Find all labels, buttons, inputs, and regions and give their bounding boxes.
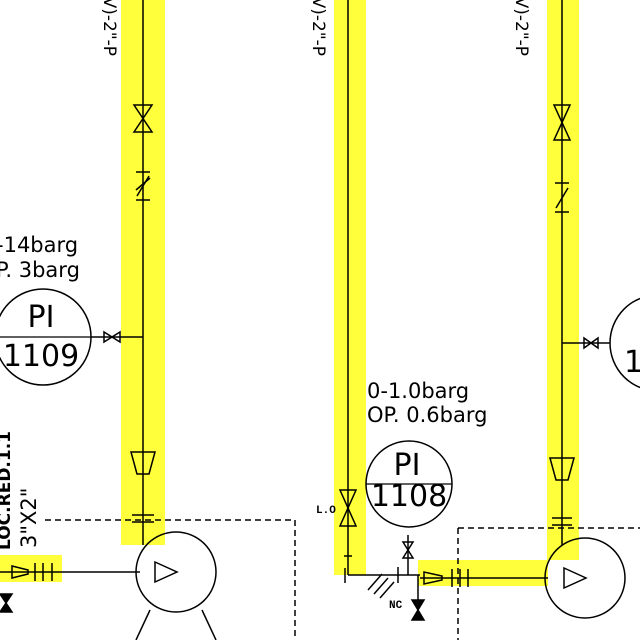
left-suction bbox=[0, 563, 140, 613]
line-label-right: (V)-2"-P bbox=[511, 0, 531, 56]
pi-1109-prefix: PI bbox=[28, 300, 55, 335]
check-valve-left bbox=[136, 171, 150, 201]
pump-baseplate-right bbox=[457, 527, 640, 640]
pump-left bbox=[45, 519, 296, 640]
highlight-center-riser bbox=[334, 0, 366, 575]
pi-1109-op: P. 3barg bbox=[0, 258, 80, 282]
reducer-left-suction bbox=[11, 565, 29, 579]
center-riser bbox=[338, 0, 426, 621]
line-label-center: (V)-2"-P bbox=[308, 0, 328, 56]
left-riser bbox=[91, 0, 156, 545]
right-riser bbox=[549, 0, 610, 545]
highlight-right-suction bbox=[418, 560, 548, 586]
highlight-right-riser bbox=[547, 0, 579, 560]
drain-valve-center bbox=[410, 599, 426, 621]
reducer-right bbox=[549, 457, 575, 481]
pump-right bbox=[544, 537, 626, 619]
reducer-left bbox=[130, 451, 156, 475]
instrument-valve-1109 bbox=[103, 330, 121, 344]
check-valve-right bbox=[555, 182, 569, 213]
pump-baseplate-left bbox=[45, 519, 296, 640]
line-label-left: (V)-2"-P bbox=[99, 0, 119, 56]
lo-note: L.O bbox=[316, 505, 336, 517]
right-suction bbox=[420, 527, 640, 640]
strainer-center bbox=[367, 573, 395, 599]
pi-1108-range: 0-1.0barg bbox=[367, 379, 469, 403]
pi-right-bubble[interactable] bbox=[609, 295, 640, 391]
pi-right-number: 1 bbox=[624, 345, 640, 380]
nc-note: NC bbox=[389, 600, 403, 612]
pi-1108-bubble[interactable] bbox=[365, 440, 453, 528]
pi-1109-number: 1109 bbox=[3, 339, 79, 374]
gate-valve-center bbox=[338, 489, 358, 527]
instrument-valve-right bbox=[583, 336, 599, 350]
highlight-layer bbox=[0, 0, 579, 586]
pi-1108-number: 1108 bbox=[371, 479, 447, 514]
drain-valve-left bbox=[0, 593, 14, 613]
gate-valve-right bbox=[552, 104, 572, 141]
left-vertical-note: LOC.RED.1.1 bbox=[0, 431, 15, 550]
pi-1109-bubble[interactable] bbox=[0, 288, 92, 386]
pi-1108-op: OP. 0.6barg bbox=[367, 403, 487, 427]
pi-1109-range: -14barg bbox=[0, 233, 78, 257]
reducer-right-suction bbox=[423, 571, 443, 585]
pi-1108-prefix: PI bbox=[394, 448, 421, 483]
instrument-valve-1108 bbox=[401, 541, 415, 559]
left-size-note: 3"X2" bbox=[17, 488, 41, 548]
gate-valve-left bbox=[132, 104, 154, 133]
